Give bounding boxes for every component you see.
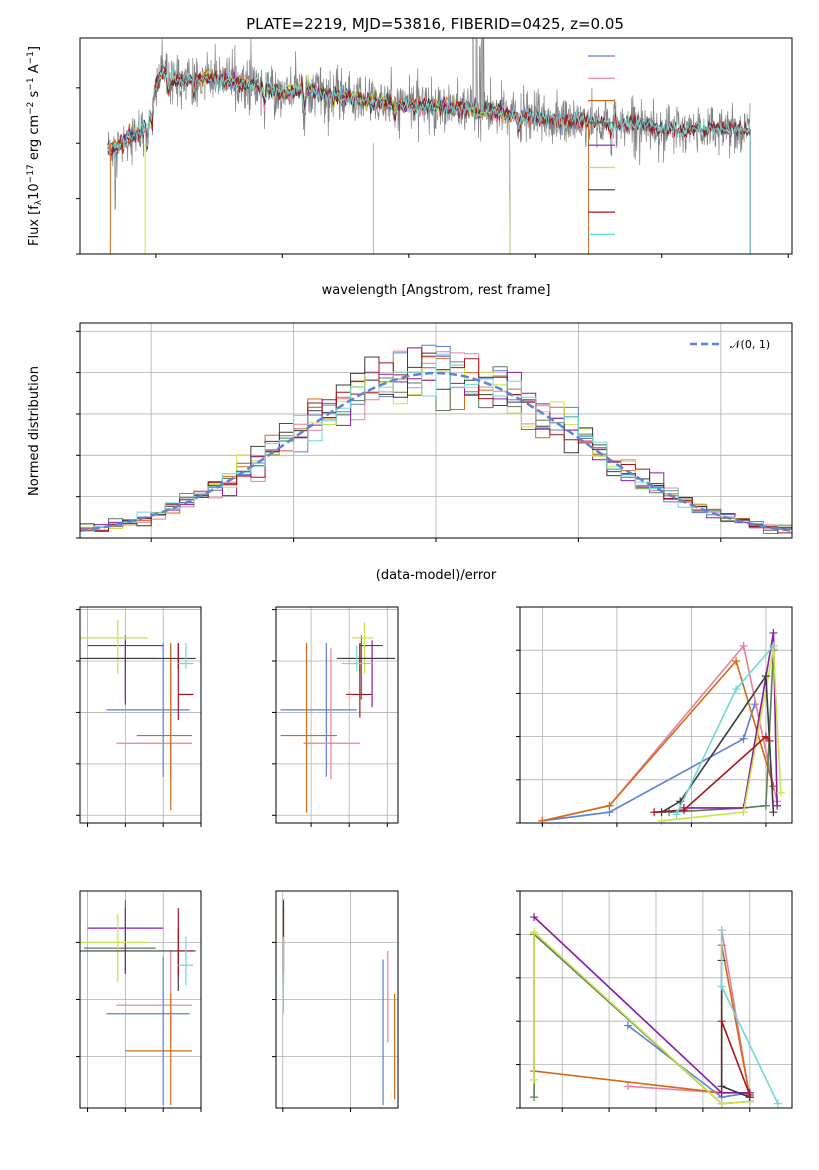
spectrum-panel: PLATE=2219, MJD=53816, FIBERID=0425, z=0… [26, 15, 793, 298]
weight_vs_Z-series-5-marker-1 [530, 913, 539, 922]
weight_vs_age-series-9-marker-3 [769, 641, 778, 650]
weight_vs_age-series-9-marker-2 [732, 685, 741, 694]
weight_vs_Z-series-8-marker-2 [745, 1090, 754, 1099]
weight_vs_age-series-6 [661, 647, 782, 822]
age-vs-mass-panel [272, 606, 399, 827]
weight_vs_Z-series-4-marker-1 [530, 1093, 539, 1102]
model-spectrum-line-8 [107, 66, 751, 254]
spectrum-xlabel: wavelength [Angstrom, rest frame] [322, 283, 551, 298]
spectrum-title: PLATE=2219, MJD=53816, FIBERID=0425, z=0… [246, 15, 624, 33]
weight_vs_Z-series-8 [720, 1020, 751, 1096]
weight_vs_age-series-7-marker-3 [761, 672, 770, 681]
residual-histogram-9 [80, 353, 792, 532]
weight_vs_Z-series-1-marker-1 [623, 1021, 632, 1030]
age-vs-metallicity-panel [76, 606, 202, 827]
weight_vs_Z-series-9-marker-3 [773, 1099, 782, 1108]
weight_vs_age-series-7-marker-4 [769, 808, 778, 817]
weight_vs_Z-series-9-marker-1 [717, 926, 726, 935]
residuals-ylabel: Normed distribution [27, 366, 42, 496]
spectrum-lines [107, 38, 751, 255]
weight-vs-metallicity-panel [516, 890, 793, 1112]
model-spectrum-line-7 [107, 69, 751, 254]
weight_vs_age-series-2-marker-3 [739, 641, 748, 650]
normal-legend-label: 𝒩(0, 1) [730, 338, 770, 351]
spectrum-ticks [76, 87, 789, 258]
weight_vs_age-series-3-marker-3 [732, 657, 741, 665]
weight-vs-age-panel [516, 606, 793, 827]
weight_vs_age-series-2 [542, 644, 778, 822]
weight_vs_age-series-8-marker-3 [761, 732, 770, 741]
residuals-panel: (data-model)/error Normed distribution 𝒩… [27, 322, 793, 583]
weight_vs_age-series-3-marker-2 [605, 801, 614, 810]
weight_vs_age-series-8-marker-2 [679, 806, 688, 815]
weight_vs_Z-series-5 [533, 916, 750, 1094]
weight_vs_age-series-8-marker-1 [650, 808, 659, 817]
residuals-histograms [79, 344, 793, 534]
age_vs_mass-frame [275, 606, 399, 824]
weight_vs_age-series-5 [683, 632, 778, 809]
normal-distribution-curve [79, 371, 793, 533]
weight_vs_age-series-4-marker-1 [665, 808, 674, 817]
weight_vs_age-series-6-marker-4 [776, 788, 785, 797]
weight_vs_Z-series-9-marker-2 [717, 982, 726, 991]
weight_vs_age-series-9-marker-1 [672, 810, 681, 819]
weight_vs_Z-series-6-marker-2 [530, 928, 539, 937]
weight_vs_age-series-8-marker-4 [765, 736, 774, 745]
spectrum-ylabel: Flux [fλ10−17 erg cm−2 s−1 A−1] [26, 46, 44, 246]
age_vs_Z-frame [79, 606, 202, 824]
mass-vs-ebv-panel [272, 890, 399, 1112]
weight_vs_age-series-6-marker-1 [657, 816, 666, 825]
residuals-ticks [76, 330, 722, 542]
weight_vs_age-series-3 [542, 659, 775, 822]
weight_vs_age-series-5-marker-3 [769, 628, 778, 637]
mass-vs-metallicity-panel [76, 890, 202, 1112]
weight_vs_age-series-6-marker-2 [739, 808, 748, 817]
weight_vs_age-series-4 [668, 650, 775, 813]
weight_vs_Z-series-6 [533, 930, 750, 1105]
weight_vs_age-series-5-marker-4 [773, 801, 782, 810]
weight_vs_age-frame [519, 606, 793, 824]
residuals-xlabel: (data-model)/error [376, 568, 497, 583]
weight_vs_Z-series-6-marker-3 [717, 1099, 726, 1108]
weight_vs_age-series-1 [542, 703, 756, 822]
weight_vs_Z-series-8-marker-1 [717, 1017, 726, 1026]
spectrum-legend [588, 55, 615, 235]
weight_vs_Z-series-7-marker-2 [717, 1082, 726, 1091]
weight_vs_Z-series-6-marker-1 [530, 1075, 539, 1084]
model-spectrum-line-9 [107, 68, 751, 254]
weight_vs_age-series-8 [654, 735, 771, 813]
spectrum-frame [79, 37, 793, 255]
weight_vs_age-series-4-marker-3 [761, 801, 770, 810]
weight_vs_Z-series-2-marker-1 [623, 1082, 632, 1091]
weight_vs_age-series-1-marker-3 [739, 734, 748, 743]
